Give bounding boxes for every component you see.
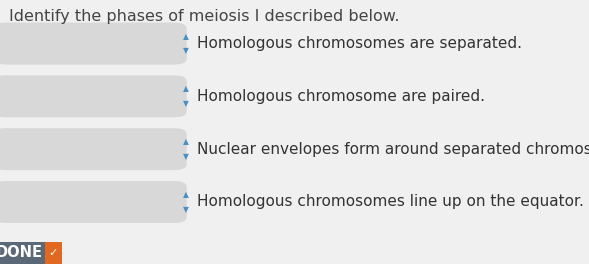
FancyBboxPatch shape xyxy=(0,128,187,170)
Text: ▲: ▲ xyxy=(183,190,188,199)
Text: Homologous chromosomes are separated.: Homologous chromosomes are separated. xyxy=(197,36,522,51)
Text: ▼: ▼ xyxy=(183,99,188,108)
Text: DONE: DONE xyxy=(0,245,42,260)
Text: ▲: ▲ xyxy=(183,137,188,146)
Text: ▲: ▲ xyxy=(183,32,188,41)
Text: Identify the phases of meiosis I described below.: Identify the phases of meiosis I describ… xyxy=(9,9,399,24)
FancyBboxPatch shape xyxy=(0,23,187,64)
Text: Homologous chromosomes line up on the equator.: Homologous chromosomes line up on the eq… xyxy=(197,195,584,209)
FancyBboxPatch shape xyxy=(0,181,187,223)
Text: ▼: ▼ xyxy=(183,46,188,55)
Text: Homologous chromosome are paired.: Homologous chromosome are paired. xyxy=(197,89,485,104)
Text: ▼: ▼ xyxy=(183,205,188,214)
FancyBboxPatch shape xyxy=(45,242,62,264)
FancyBboxPatch shape xyxy=(0,76,187,117)
Text: ✓: ✓ xyxy=(49,248,58,258)
FancyBboxPatch shape xyxy=(0,242,45,264)
Text: ▼: ▼ xyxy=(183,152,188,161)
Text: Nuclear envelopes form around separated chromosomes.: Nuclear envelopes form around separated … xyxy=(197,142,589,157)
Text: ▲: ▲ xyxy=(183,84,188,93)
